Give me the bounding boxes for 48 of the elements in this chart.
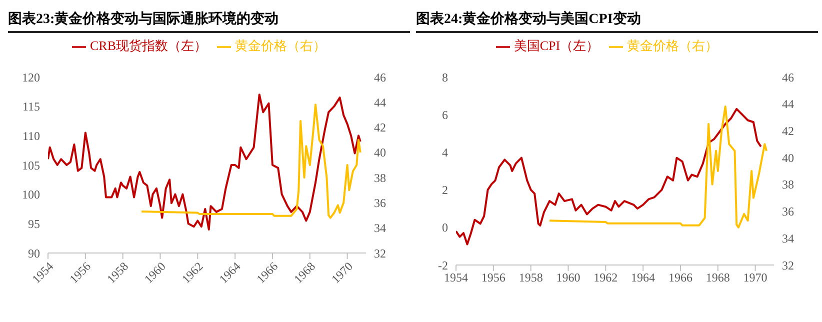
y2-tick-label: 46 <box>782 70 794 84</box>
x-tick-label: 1968 <box>706 270 730 285</box>
y2-tick-label: 42 <box>782 124 794 138</box>
y2-tick-label: 36 <box>374 196 386 210</box>
y2-tick-label: 40 <box>782 150 794 165</box>
y2-tick-label: 44 <box>374 95 386 110</box>
y-tick-label: 8 <box>442 70 448 84</box>
y-tick-label: 6 <box>442 108 448 122</box>
y2-tick-label: 40 <box>374 146 386 160</box>
x-tick-label: 1964 <box>631 270 656 285</box>
y-tick-label: 2 <box>442 183 448 198</box>
y2-tick-label: 46 <box>374 70 386 84</box>
chart-title: 图表24:黄金价格变动与美国CPI变动 <box>416 8 818 33</box>
legend-label: 黄金价格（右） <box>627 38 718 53</box>
y-tick-label: 100 <box>22 188 40 202</box>
y-tick-label: 4 <box>442 145 448 160</box>
line-series <box>48 94 362 231</box>
y2-tick-label: 42 <box>374 120 386 135</box>
y2-tick-label: 38 <box>782 178 794 192</box>
x-tick-label: 1958 <box>518 270 543 285</box>
y2-tick-label: 36 <box>782 204 794 219</box>
x-tick-label: 1962 <box>594 270 618 285</box>
y-tick-label: 115 <box>22 100 40 114</box>
y2-tick-label: 32 <box>374 246 386 260</box>
x-tick-label: 1954 <box>444 270 468 285</box>
y-tick-label: 110 <box>22 128 40 143</box>
line-series <box>456 108 762 246</box>
x-tick-label: 1960 <box>556 270 580 285</box>
legend-label: 黄金价格（右） <box>235 38 326 53</box>
y-tick-label: 95 <box>28 216 40 231</box>
x-tick-label: 1970 <box>743 270 768 285</box>
y2-tick-label: 32 <box>782 258 794 272</box>
x-tick-label: 1956 <box>481 270 506 285</box>
legend-label: CRB现货指数（左） <box>90 38 207 53</box>
x-tick-label: 1966 <box>668 270 692 285</box>
y2-tick-label: 38 <box>374 170 386 185</box>
y-tick-label: -2 <box>438 258 448 272</box>
y2-tick-label: 34 <box>374 221 386 236</box>
y2-tick-label: 34 <box>782 231 794 246</box>
line-series <box>140 104 362 219</box>
y-tick-label: 120 <box>22 70 40 84</box>
y2-tick-label: 44 <box>782 97 794 112</box>
chart-title: 图表23:黄金价格变动与国际通胀环境的变动 <box>8 8 410 33</box>
y-tick-label: 105 <box>22 158 40 172</box>
y-tick-label: 0 <box>442 220 448 235</box>
line-series <box>548 106 768 228</box>
legend-label: 美国CPI（左） <box>514 38 600 53</box>
y-tick-label: 90 <box>28 246 40 260</box>
